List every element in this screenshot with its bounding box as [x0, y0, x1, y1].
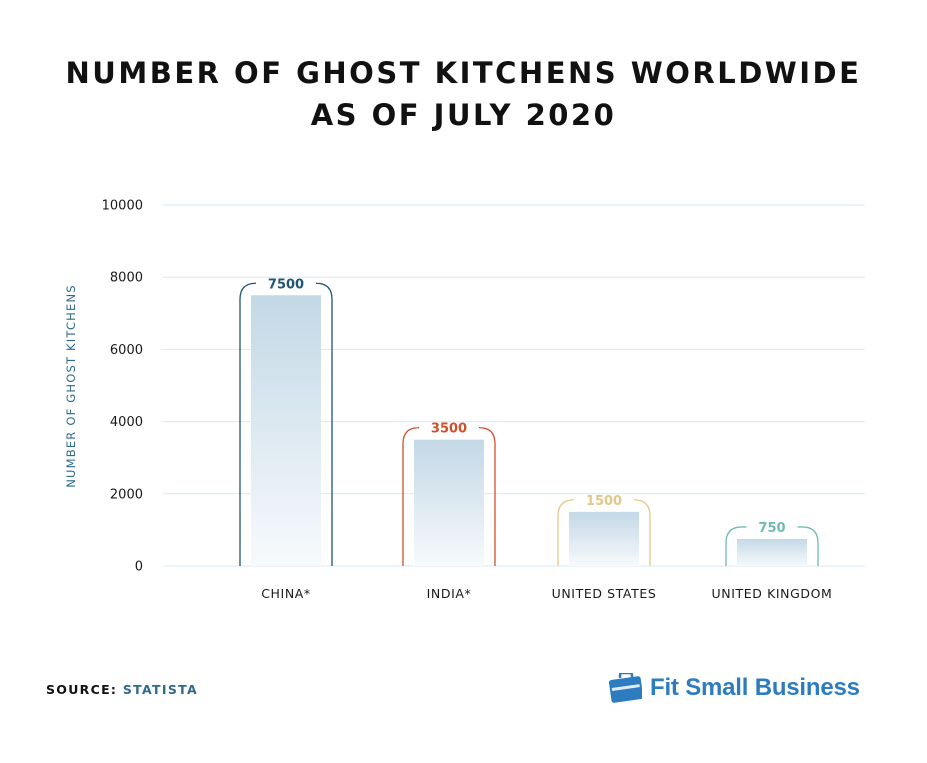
chart-title: NUMBER OF GHOST KITCHENS WORLDWIDE AS OF…: [0, 52, 927, 136]
bar-value-label: 750: [758, 521, 785, 536]
source-label: SOURCE:: [46, 682, 118, 697]
source-note: SOURCE: STATISTA: [46, 682, 198, 697]
brand-name: Fit Small Business: [650, 674, 860, 701]
bar: [414, 439, 484, 566]
bar-value-label: 1500: [586, 494, 622, 509]
source-value: STATISTA: [122, 682, 198, 697]
bar-value-label: 7500: [268, 277, 304, 292]
y-axis-label: NUMBER OF GHOST KITCHENS: [64, 284, 78, 488]
bar: [251, 295, 321, 566]
x-axis-ticks: CHINA* INDIA* UNITED STATES UNITED KINGDOM: [261, 586, 832, 601]
briefcase-icon: [608, 673, 642, 703]
y-tick-label: 2000: [110, 487, 143, 502]
x-tick-label: UNITED STATES: [552, 586, 657, 601]
bar-outline: [725, 526, 819, 566]
bar-value-label: 3500: [431, 422, 467, 437]
y-tick-label: 8000: [110, 271, 143, 286]
bar: [737, 538, 807, 566]
y-tick-label: 0: [135, 560, 143, 575]
brand-logo: Fit Small Business: [608, 672, 860, 704]
bars: 7500 3500 1500 750: [239, 277, 819, 566]
y-axis-ticks: 0 2000 4000 6000 8000 10000: [102, 199, 143, 575]
y-tick-label: 4000: [110, 415, 143, 430]
y-tick-label: 6000: [110, 343, 143, 358]
x-tick-label: CHINA*: [261, 586, 311, 601]
chart-title-line-2: AS OF JULY 2020: [310, 98, 617, 132]
bar: [569, 511, 639, 566]
x-tick-label: INDIA*: [427, 586, 472, 601]
x-tick-label: UNITED KINGDOM: [712, 586, 833, 601]
chart-title-line-1: NUMBER OF GHOST KITCHENS WORLDWIDE: [65, 56, 862, 90]
bar-outline: [402, 427, 496, 566]
bar-outline: [557, 499, 651, 566]
bar-outline: [239, 282, 333, 566]
y-tick-label: 10000: [102, 199, 143, 214]
